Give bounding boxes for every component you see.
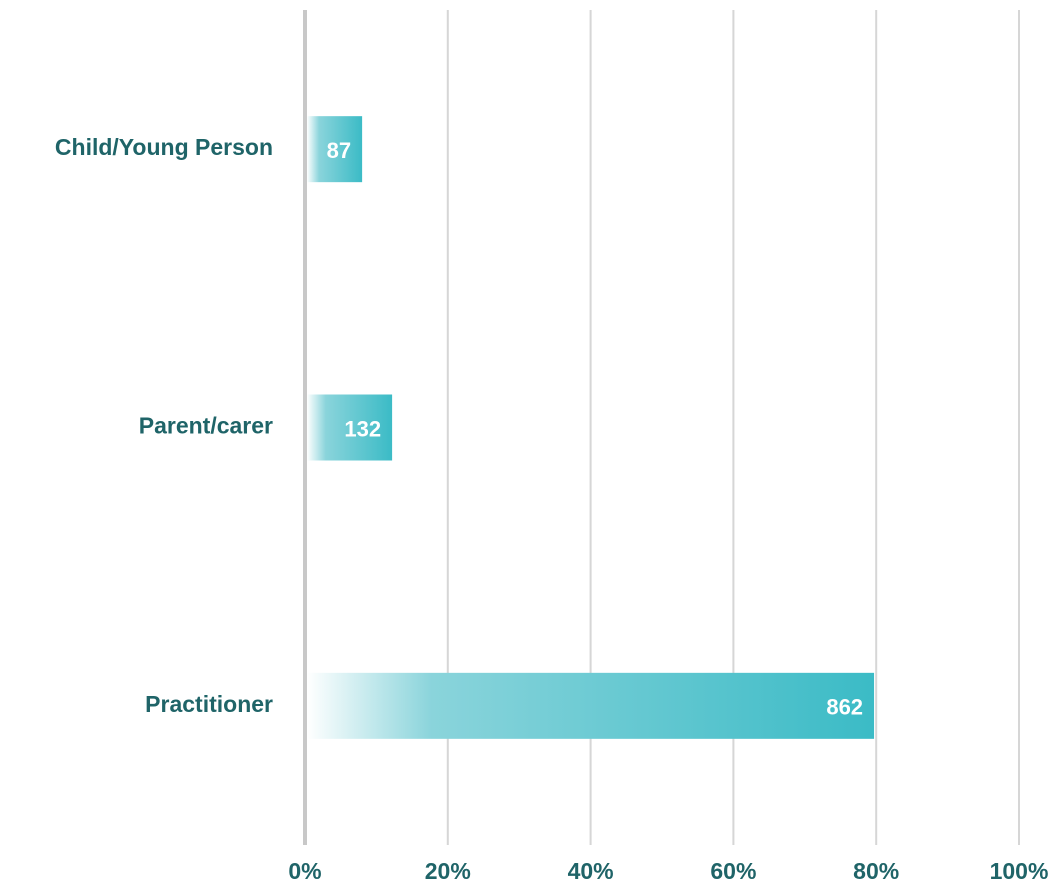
category-label: Practitioner	[145, 691, 273, 717]
x-tick-label: 60%	[710, 858, 756, 884]
data-label: 132	[344, 416, 381, 441]
data-label: 862	[826, 695, 863, 720]
x-tick-label: 40%	[568, 858, 614, 884]
category-label: Parent/carer	[139, 413, 273, 439]
x-tick-label: 100%	[990, 858, 1049, 884]
x-tick-label: 0%	[288, 858, 321, 884]
category-label: Child/Young Person	[55, 134, 273, 160]
bar	[307, 394, 393, 461]
bar	[307, 672, 875, 739]
x-tick-label: 80%	[853, 858, 899, 884]
bar	[307, 116, 363, 183]
x-tick-label: 20%	[425, 858, 471, 884]
data-label: 87	[327, 138, 351, 163]
